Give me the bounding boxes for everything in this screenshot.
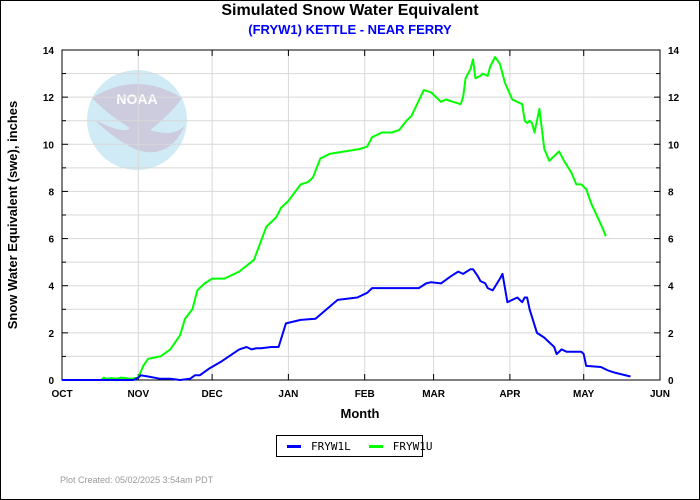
- x-tick-label: JUN: [650, 389, 670, 400]
- y-tick-label-right: 8: [668, 187, 674, 198]
- legend-swatch-fryw1l: [287, 444, 301, 448]
- x-tick-label: JAN: [278, 389, 298, 400]
- legend-item-fryw1u: FRYW1U: [368, 439, 433, 453]
- y-tick-label-right: 10: [668, 140, 680, 151]
- y-tick-label-left: 8: [48, 187, 54, 198]
- x-tick-label: NOV: [127, 389, 149, 400]
- legend-swatch-fryw1u: [368, 444, 383, 448]
- y-tick-label-left: 10: [43, 140, 55, 151]
- series-line-fryw1l: [62, 268, 631, 381]
- x-tick-label: MAY: [573, 389, 595, 400]
- y-tick-label-left: 6: [48, 235, 54, 246]
- x-tick-label: FEB: [355, 389, 375, 400]
- plot-created-footer: Plot Created: 05/02/2025 3:54am PDT: [60, 475, 214, 485]
- noaa-logo-text: NOAA: [116, 91, 157, 107]
- y-tick-label-right: 4: [668, 282, 674, 293]
- series-line-fryw1u: [62, 56, 607, 381]
- x-tick-label: APR: [499, 389, 521, 400]
- y-axis-right: 0 2 4 6 8 10 12 14: [654, 46, 680, 387]
- noaa-logo: NOAA: [87, 70, 187, 170]
- series-lines: [62, 56, 631, 381]
- y-tick-label-right: 12: [668, 93, 680, 104]
- legend-label-fryw1u: FRYW1U: [392, 439, 433, 453]
- y-tick-label-left: 2: [48, 329, 54, 340]
- y-tick-label-left: 14: [43, 46, 55, 57]
- x-tick-label: MAR: [422, 389, 446, 400]
- y-axis-left: 0 2 4 6 8 10 12 14: [43, 46, 68, 387]
- y-tick-label-left: 4: [48, 282, 54, 293]
- grid: [62, 50, 660, 380]
- y-tick-label-right: 14: [668, 46, 680, 57]
- legend-label-fryw1l: FRYW1L: [311, 439, 351, 453]
- y-tick-label-right: 0: [668, 376, 674, 387]
- legend: FRYW1L FRYW1U: [276, 435, 433, 457]
- chart-title: Simulated Snow Water Equivalent: [221, 2, 479, 19]
- x-tick-label: DEC: [202, 389, 223, 400]
- x-axis: OCT NOV DEC JAN FEB MAR APR MAY JUN: [51, 50, 670, 400]
- x-axis-label: Month: [341, 406, 380, 421]
- x-tick-label: OCT: [51, 389, 72, 400]
- y-tick-label-left: 12: [43, 93, 55, 104]
- legend-item-fryw1l: FRYW1L: [287, 440, 351, 453]
- y-tick-label-left: 0: [48, 376, 54, 387]
- noaa-logo-circle: [87, 70, 187, 170]
- chart-subtitle: (FRYW1) KETTLE - NEAR FERRY: [248, 22, 452, 37]
- y-axis-label: Snow Water Equivalent (swe), inches: [5, 101, 20, 330]
- y-tick-label-right: 2: [668, 329, 674, 340]
- y-tick-label-right: 6: [668, 235, 674, 246]
